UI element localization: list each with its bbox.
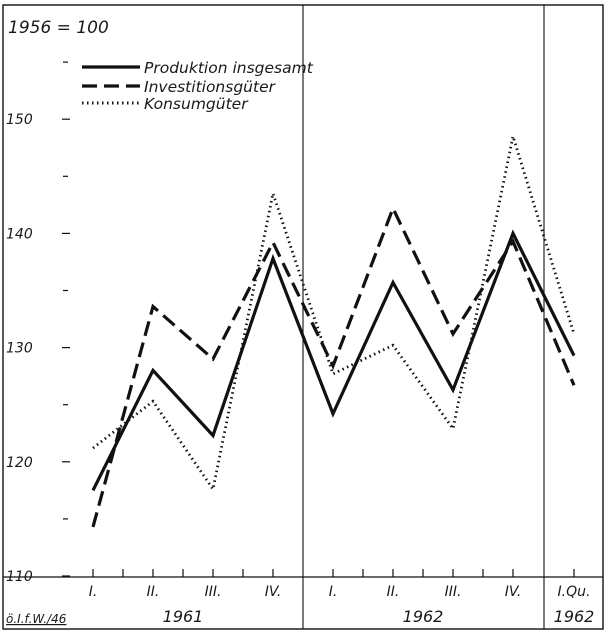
y-tick-label: 140 bbox=[6, 226, 33, 242]
y-tick-label: 120 bbox=[6, 455, 33, 471]
x-tick-label: IV. bbox=[505, 584, 522, 600]
legend: Produktion insgesamt Investitionsgüter K… bbox=[82, 59, 314, 113]
y-tick-label: 130 bbox=[6, 341, 33, 357]
y-tick-label: 110 bbox=[6, 569, 33, 585]
legend-label-konsumgueter: Konsumgüter bbox=[144, 95, 249, 113]
x-tick-label: II. bbox=[147, 584, 160, 600]
legend-label-investitionsgueter: Investitionsgüter bbox=[144, 78, 277, 96]
x-tick-label: I. bbox=[89, 584, 98, 600]
y-axis: 110 120 130 140 150 bbox=[6, 61, 70, 585]
x-tick-label: III. bbox=[205, 584, 222, 600]
x-tick-label: I.Qu. bbox=[558, 584, 591, 600]
x-tick-label: I. bbox=[329, 584, 338, 600]
year-label: 1962 bbox=[554, 607, 595, 626]
legend-label-produktion-insgesamt: Produktion insgesamt bbox=[144, 59, 314, 77]
x-tick-label: II. bbox=[387, 584, 400, 600]
x-tick-label: III. bbox=[445, 584, 462, 600]
series-line-0 bbox=[91, 229, 576, 492]
series-line-2 bbox=[92, 135, 576, 493]
series-lines bbox=[91, 135, 576, 528]
year-label: 1961 bbox=[163, 607, 204, 626]
y-tick-label: 150 bbox=[6, 112, 33, 128]
year-label: 1962 bbox=[403, 607, 444, 626]
x-tick-label: IV. bbox=[265, 584, 282, 600]
series-line-1 bbox=[91, 204, 576, 528]
base-label: 1956 = 100 bbox=[8, 18, 109, 38]
x-axis: I. II. III. IV. I. II. III. IV. I.Qu. 1961 1962 196… bbox=[89, 569, 595, 626]
footer-label: ö.I.f.W./46 bbox=[6, 612, 67, 626]
